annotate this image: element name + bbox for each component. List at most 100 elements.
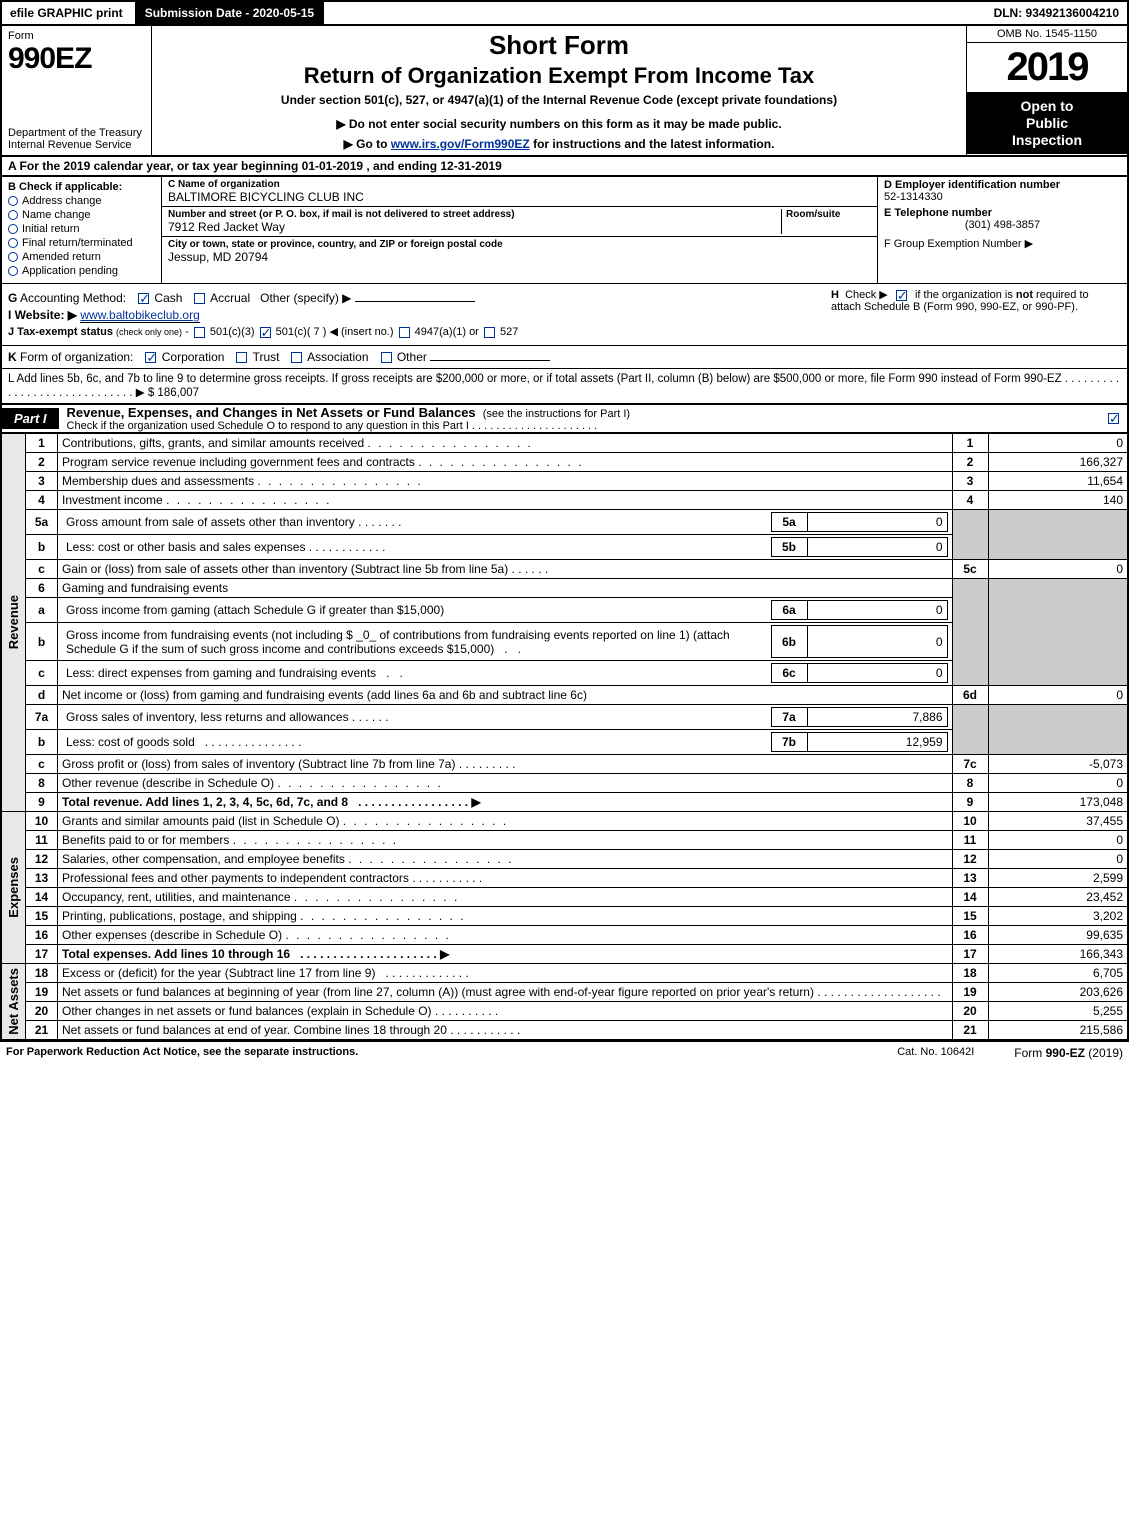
block-ghijk: G Accounting Method: Cash Accrual Other … [0, 284, 1129, 346]
chk-schedule-b[interactable] [896, 290, 907, 301]
chk-association[interactable] [291, 352, 302, 363]
part1-table: Revenue 1Contributions, gifts, grants, a… [0, 433, 1129, 1041]
omb-number: OMB No. 1545-1150 [967, 26, 1127, 43]
line-11: 11Benefits paid to or for members 110 [1, 831, 1128, 850]
line-6d: dNet income or (loss) from gaming and fu… [1, 686, 1128, 705]
line-k: K Form of organization: Corporation Trus… [0, 346, 1129, 369]
chk-4947[interactable] [399, 327, 410, 338]
chk-501c[interactable] [260, 327, 271, 338]
chk-schedule-o[interactable] [1108, 413, 1119, 424]
line-5a: 5aGross amount from sale of assets other… [1, 510, 1128, 535]
chk-initial-return[interactable]: Initial return [8, 223, 155, 235]
top-bar: efile GRAPHIC print Submission Date - 20… [0, 0, 1129, 24]
line-20: 20Other changes in net assets or fund ba… [1, 1002, 1128, 1021]
cat-no: Cat. No. 10642I [897, 1046, 974, 1060]
line-i: I Website: ▶ www.baltobikeclub.org [8, 308, 821, 322]
page-footer: For Paperwork Reduction Act Notice, see … [0, 1041, 1129, 1064]
line-19: 19Net assets or fund balances at beginni… [1, 983, 1128, 1002]
line-3: 3Membership dues and assessments 311,654 [1, 472, 1128, 491]
line-12: 12Salaries, other compensation, and empl… [1, 850, 1128, 869]
line-10: Expenses 10Grants and similar amounts pa… [1, 812, 1128, 831]
header-right: OMB No. 1545-1150 2019 Open to Public In… [967, 26, 1127, 155]
open-line1: Open to [967, 98, 1127, 115]
title-short-form: Short Form [160, 30, 958, 61]
org-name: BALTIMORE BICYCLING CLUB INC [168, 190, 871, 204]
chk-other-org[interactable] [381, 352, 392, 363]
submission-date-button[interactable]: Submission Date - 2020-05-15 [135, 2, 324, 24]
chk-application-pending[interactable]: Application pending [8, 265, 155, 277]
efile-label[interactable]: efile GRAPHIC print [2, 2, 131, 24]
goto-post: for instructions and the latest informat… [530, 137, 775, 151]
line-7c: cGross profit or (loss) from sales of in… [1, 755, 1128, 774]
line-1: Revenue 1Contributions, gifts, grants, a… [1, 434, 1128, 453]
line-13: 13Professional fees and other payments t… [1, 869, 1128, 888]
under-section: Under section 501(c), 527, or 4947(a)(1)… [160, 93, 958, 107]
open-line2: Public [967, 115, 1127, 132]
line-18: Net Assets 18Excess or (deficit) for the… [1, 964, 1128, 983]
chk-corporation[interactable] [145, 352, 156, 363]
dln-label: DLN: 93492136004210 [986, 2, 1127, 24]
line-g: G Accounting Method: Cash Accrual Other … [8, 291, 821, 305]
ein-label: D Employer identification number [884, 179, 1121, 191]
chk-final-return[interactable]: Final return/terminated [8, 237, 155, 249]
form-number: 990EZ [8, 42, 145, 76]
group-exemption-label: F Group Exemption Number ▶ [884, 237, 1121, 250]
tel-value: (301) 498-3857 [884, 219, 1121, 231]
ein-value: 52-1314330 [884, 191, 1121, 203]
ssn-notice: ▶ Do not enter social security numbers o… [160, 117, 958, 131]
chk-trust[interactable] [236, 352, 247, 363]
box-c: C Name of organization BALTIMORE BICYCLI… [162, 177, 877, 283]
line-5c: cGain or (loss) from sale of assets othe… [1, 560, 1128, 579]
dept-irs: Internal Revenue Service [8, 139, 145, 151]
line-j: J Tax-exempt status (check only one) - 5… [8, 325, 821, 338]
header-mid: Short Form Return of Organization Exempt… [152, 26, 967, 155]
website-link[interactable]: www.baltobikeclub.org [80, 308, 199, 323]
line-6: 6Gaming and fundraising events [1, 579, 1128, 598]
chk-accrual[interactable] [194, 293, 205, 304]
goto-pre: ▶ Go to [344, 137, 391, 151]
addr-label: Number and street (or P. O. box, if mail… [168, 209, 781, 220]
side-expenses: Expenses [6, 857, 21, 918]
line-9: 9Total revenue. Add lines 1, 2, 3, 4, 5c… [1, 793, 1128, 812]
line-17: 17Total expenses. Add lines 10 through 1… [1, 945, 1128, 964]
block-bcdef: B Check if applicable: Address change Na… [0, 177, 1129, 284]
line-7a: 7aGross sales of inventory, less returns… [1, 705, 1128, 730]
side-net-assets: Net Assets [6, 968, 21, 1035]
irs-link[interactable]: www.irs.gov/Form990EZ [391, 137, 530, 151]
open-line3: Inspection [967, 132, 1127, 149]
chk-address-change[interactable]: Address change [8, 195, 155, 207]
header-left: Form 990EZ Department of the Treasury In… [2, 26, 152, 155]
chk-name-change[interactable]: Name change [8, 209, 155, 221]
part1-sub: (see the instructions for Part I) [480, 408, 630, 420]
section-a: A For the 2019 calendar year, or tax yea… [0, 157, 1129, 177]
website-label: I Website: ▶ [8, 308, 77, 322]
line-21: 21Net assets or fund balances at end of … [1, 1021, 1128, 1041]
chk-501c3[interactable] [194, 327, 205, 338]
part1-tag: Part I [2, 408, 59, 429]
line-2: 2Program service revenue including gover… [1, 453, 1128, 472]
city-label: City or town, state or province, country… [168, 239, 871, 250]
dept-treasury: Department of the Treasury [8, 127, 145, 139]
part1-check-line: Check if the organization used Schedule … [67, 420, 631, 432]
room-label: Room/suite [786, 209, 871, 220]
line-8: 8Other revenue (describe in Schedule O) … [1, 774, 1128, 793]
form-label: Form [8, 30, 145, 42]
line-14: 14Occupancy, rent, utilities, and mainte… [1, 888, 1128, 907]
chk-527[interactable] [484, 327, 495, 338]
box-def: D Employer identification number 52-1314… [877, 177, 1127, 283]
box-b: B Check if applicable: Address change Na… [2, 177, 162, 283]
goto-line: ▶ Go to www.irs.gov/Form990EZ for instru… [160, 137, 958, 151]
paperwork-notice: For Paperwork Reduction Act Notice, see … [6, 1046, 358, 1060]
line-4: 4Investment income 4140 [1, 491, 1128, 510]
part1-title: Revenue, Expenses, and Changes in Net As… [67, 405, 476, 420]
chk-amended-return[interactable]: Amended return [8, 251, 155, 263]
title-return: Return of Organization Exempt From Incom… [160, 63, 958, 89]
org-name-label: C Name of organization [168, 179, 871, 190]
tax-year: 2019 [1007, 43, 1088, 92]
chk-cash[interactable] [138, 293, 149, 304]
line-16: 16Other expenses (describe in Schedule O… [1, 926, 1128, 945]
line-15: 15Printing, publications, postage, and s… [1, 907, 1128, 926]
part1-header: Part I Revenue, Expenses, and Changes in… [0, 405, 1129, 433]
tel-label: E Telephone number [884, 207, 1121, 219]
line-h: H Check ▶ if the organization is not req… [821, 288, 1121, 341]
